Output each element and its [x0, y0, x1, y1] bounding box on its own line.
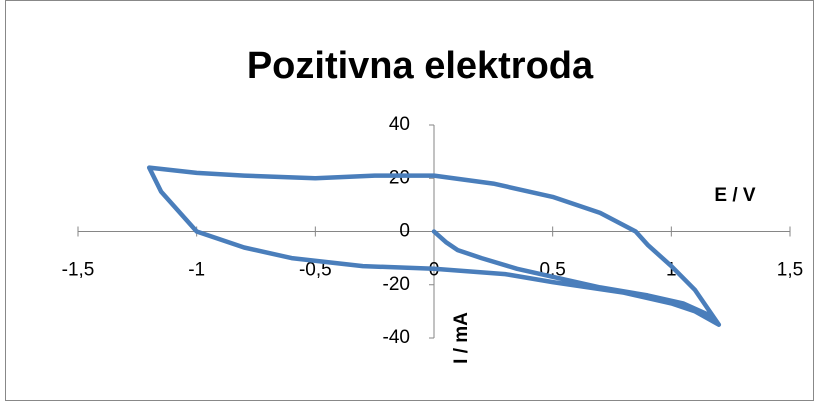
y-tick-label: 0	[399, 221, 410, 242]
data-line	[146, 165, 722, 327]
x-tick-label: 1,5	[777, 260, 803, 281]
y-tick-label: 40	[389, 114, 410, 135]
y-tick-label: -20	[383, 274, 410, 295]
chart-title: Pozitivna elektroda	[247, 45, 594, 87]
y-tick-label: -40	[383, 327, 410, 348]
x-tick-label: 1	[666, 260, 677, 281]
x-tick-label: -1	[188, 260, 205, 281]
x-axis-label: E / V	[714, 185, 756, 206]
x-tick-label: -0,5	[299, 260, 332, 281]
chart-frame	[5, 0, 814, 401]
y-axis-label: I / mA	[451, 312, 472, 364]
x-tick-label: -1,5	[62, 260, 95, 281]
